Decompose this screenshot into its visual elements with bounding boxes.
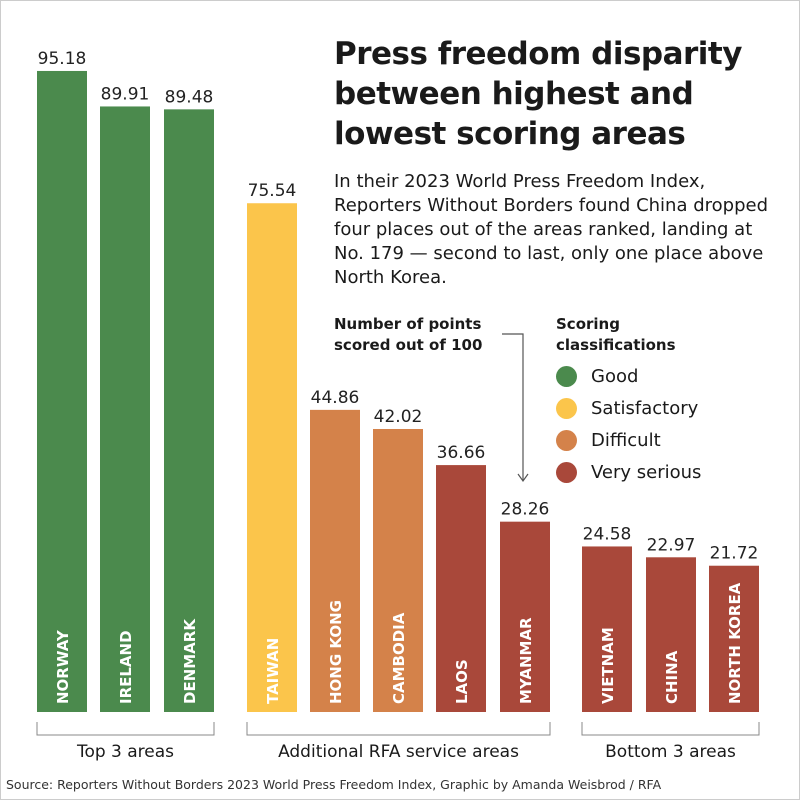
chart-title: Press freedom disparity between highest … — [334, 36, 742, 152]
value-label: 28.26 — [501, 500, 550, 520]
legend-title: Scoring classifications — [556, 314, 701, 356]
group-label: Bottom 3 areas — [605, 742, 736, 762]
category-label: CAMBODIA — [390, 612, 408, 704]
value-label: 24.58 — [583, 524, 632, 544]
legend-swatch — [556, 429, 577, 451]
bar — [310, 409, 360, 712]
bar — [646, 557, 696, 712]
value-label: 22.97 — [647, 535, 696, 555]
bar — [582, 546, 632, 712]
source-note: Source: Reporters Without Borders 2023 W… — [6, 777, 662, 792]
chart-description: In their 2023 World Press Freedom Index,… — [334, 171, 769, 288]
group-bracket — [36, 722, 215, 736]
value-label: 75.54 — [248, 181, 297, 201]
value-label: 89.91 — [101, 84, 150, 104]
legend-item: Satisfactory — [556, 392, 701, 424]
category-label: VIETNAM — [599, 627, 617, 704]
value-label: 89.48 — [165, 87, 214, 107]
bar — [500, 521, 550, 712]
category-label: NORWAY — [54, 629, 72, 704]
legend-label: Good — [591, 365, 639, 387]
value-label: 44.86 — [311, 388, 360, 408]
legend-label: Satisfactory — [591, 397, 699, 419]
bar — [247, 203, 297, 712]
bar — [373, 428, 423, 712]
category-label: IRELAND — [117, 630, 135, 704]
category-label: NORTH KOREA — [726, 582, 744, 704]
legend-swatch — [556, 365, 577, 387]
category-label: HONG KONG — [327, 600, 345, 704]
group-label: Top 3 areas — [76, 742, 174, 762]
pointer-arrow — [502, 333, 524, 480]
legend-title-line2: classifications — [556, 336, 676, 354]
category-label: TAIWAN — [264, 638, 282, 704]
bar — [100, 106, 150, 712]
legend-swatch — [556, 461, 577, 483]
legend-label: Difficult — [591, 429, 661, 451]
legend-item: Good — [556, 360, 701, 392]
points-note: Number of points scored out of 100 — [334, 314, 482, 356]
legend-title-line1: Scoring — [556, 315, 620, 333]
bar — [164, 109, 214, 713]
arrowhead-icon — [517, 473, 529, 483]
points-note-line1: Number of points — [334, 315, 482, 333]
category-label: CHINA — [663, 650, 681, 704]
value-label: 21.72 — [710, 544, 759, 564]
bar — [436, 465, 486, 712]
value-label: 36.66 — [437, 443, 486, 463]
legend-label: Very serious — [591, 461, 702, 483]
legend-swatch — [556, 397, 577, 419]
bar — [37, 70, 87, 712]
points-note-line2: scored out of 100 — [334, 336, 483, 354]
category-label: MYANMAR — [517, 617, 535, 704]
group-bracket — [246, 722, 551, 736]
value-label: 95.18 — [38, 49, 87, 69]
legend-item: Difficult — [556, 424, 701, 456]
group-label: Additional RFA service areas — [278, 742, 519, 762]
legend-item: Very serious — [556, 456, 701, 488]
value-label: 42.02 — [374, 407, 423, 427]
bar — [709, 565, 759, 712]
legend: Scoring classifications Good Satisfactory… — [556, 314, 701, 488]
category-label: DENMARK — [181, 618, 199, 704]
category-label: LAOS — [453, 659, 471, 704]
group-bracket — [581, 722, 760, 736]
